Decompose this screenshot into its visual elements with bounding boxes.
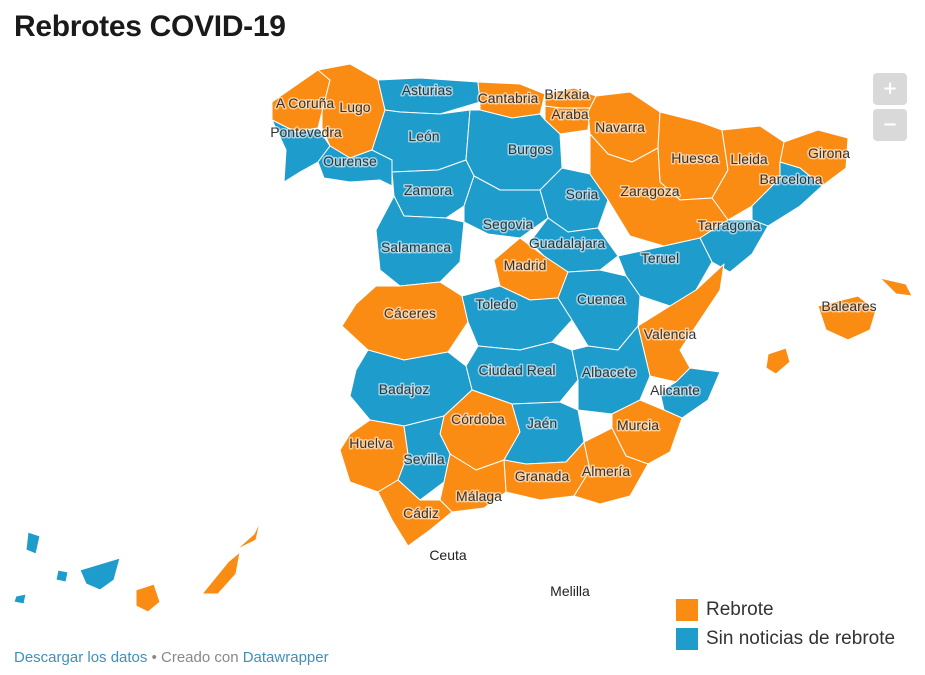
province-label-madrid: Madrid <box>504 257 547 273</box>
province-label-huelva: Huelva <box>349 435 393 451</box>
zoom-in-button[interactable]: + <box>873 73 907 105</box>
province-label-caceres: Cáceres <box>384 305 436 321</box>
legend-swatch-rebrote <box>676 598 698 621</box>
datawrapper-link[interactable]: Datawrapper <box>242 649 329 666</box>
province-label-murcia: Murcia <box>617 417 659 433</box>
province-albacete[interactable] <box>571 325 651 415</box>
province-cadiz[interactable] <box>377 479 453 547</box>
province-label-badajoz: Badajoz <box>379 381 430 397</box>
download-data-link[interactable]: Descargar los datos <box>14 649 148 666</box>
province-label-cuenca: Cuenca <box>577 291 625 307</box>
province-shapes[interactable] <box>13 63 913 613</box>
city-labels: Ceuta Melilla <box>429 547 590 599</box>
province-label-jaen: Jaén <box>527 415 557 431</box>
legend-label-sin-noticias: Sin noticias de rebrote <box>706 627 896 649</box>
province-label-barcelona: Barcelona <box>759 171 822 187</box>
province-label-burgos: Burgos <box>508 141 552 157</box>
province-santa-cruz-de-tenerife[interactable] <box>13 531 121 605</box>
province-labels: A Coruña Lugo Pontevedra Ourense Asturias Can… <box>269 81 878 523</box>
city-label-melilla: Melilla <box>550 583 590 599</box>
map-container[interactable]: A Coruña Lugo Pontevedra Ourense Asturias Can… <box>0 50 925 650</box>
province-las-palmas[interactable] <box>135 521 261 613</box>
province-label-cantabria: Cantabria <box>478 90 539 106</box>
province-label-tarragona: Tarragona <box>697 217 760 233</box>
province-label-bizkaia: Bizkaia <box>544 86 589 102</box>
province-label-lugo: Lugo <box>339 99 370 115</box>
province-label-soria: Soria <box>566 186 599 202</box>
province-label-valencia: Valencia <box>644 326 697 342</box>
map-legend: Rebrote Sin noticias de rebrote <box>676 595 895 653</box>
province-label-granada: Granada <box>515 468 570 484</box>
province-label-alicante: Alicante <box>650 382 700 398</box>
province-alicante[interactable] <box>659 367 721 419</box>
province-label-zamora: Zamora <box>404 182 452 198</box>
province-baleares[interactable] <box>765 277 913 375</box>
footer: Descargar los datos • Creado con Datawra… <box>14 649 329 666</box>
province-salamanca[interactable] <box>375 195 465 287</box>
province-label-lleida: Lleida <box>730 151 768 167</box>
city-label-ceuta: Ceuta <box>429 547 467 563</box>
province-label-ciudad-real: Ciudad Real <box>478 362 555 378</box>
province-label-albacete: Albacete <box>582 364 637 380</box>
legend-item-rebrote: Rebrote <box>676 595 895 624</box>
province-label-segovia: Segovia <box>483 216 534 232</box>
province-caceres[interactable] <box>341 281 469 361</box>
province-label-salamanca: Salamanca <box>381 239 451 255</box>
province-label-pontevedra: Pontevedra <box>270 124 342 140</box>
province-label-asturias: Asturias <box>402 82 453 98</box>
spain-map[interactable]: A Coruña Lugo Pontevedra Ourense Asturias Can… <box>0 50 925 630</box>
province-label-a-coruna: A Coruña <box>276 95 335 111</box>
province-label-malaga: Málaga <box>456 488 502 504</box>
province-label-zaragoza: Zaragoza <box>620 183 679 199</box>
province-label-teruel: Teruel <box>641 250 679 266</box>
province-label-almeria: Almería <box>582 463 630 479</box>
province-almeria[interactable] <box>573 427 649 505</box>
province-label-ourense: Ourense <box>323 153 377 169</box>
legend-swatch-sin-noticias <box>676 627 698 650</box>
footer-separator: • Creado con <box>147 649 243 666</box>
province-label-leon: León <box>408 128 439 144</box>
province-label-cadiz: Cádiz <box>403 505 439 521</box>
zoom-out-button[interactable]: − <box>873 109 907 141</box>
province-label-navarra: Navarra <box>595 119 645 135</box>
province-label-araba: Araba <box>551 106 589 122</box>
province-label-sevilla: Sevilla <box>403 451 444 467</box>
province-toledo[interactable] <box>461 285 573 351</box>
province-label-girona: Girona <box>808 145 850 161</box>
page-title: Rebrotes COVID-19 <box>14 10 286 43</box>
legend-item-sin-noticias: Sin noticias de rebrote <box>676 624 895 653</box>
province-label-cordoba: Córdoba <box>451 411 505 427</box>
province-zaragoza[interactable] <box>589 133 729 247</box>
province-label-baleares: Baleares <box>821 298 876 314</box>
province-label-guadalajara: Guadalajara <box>529 235 605 251</box>
province-label-toledo: Toledo <box>475 296 516 312</box>
province-label-huesca: Huesca <box>671 150 719 166</box>
legend-label-rebrote: Rebrote <box>706 598 774 620</box>
